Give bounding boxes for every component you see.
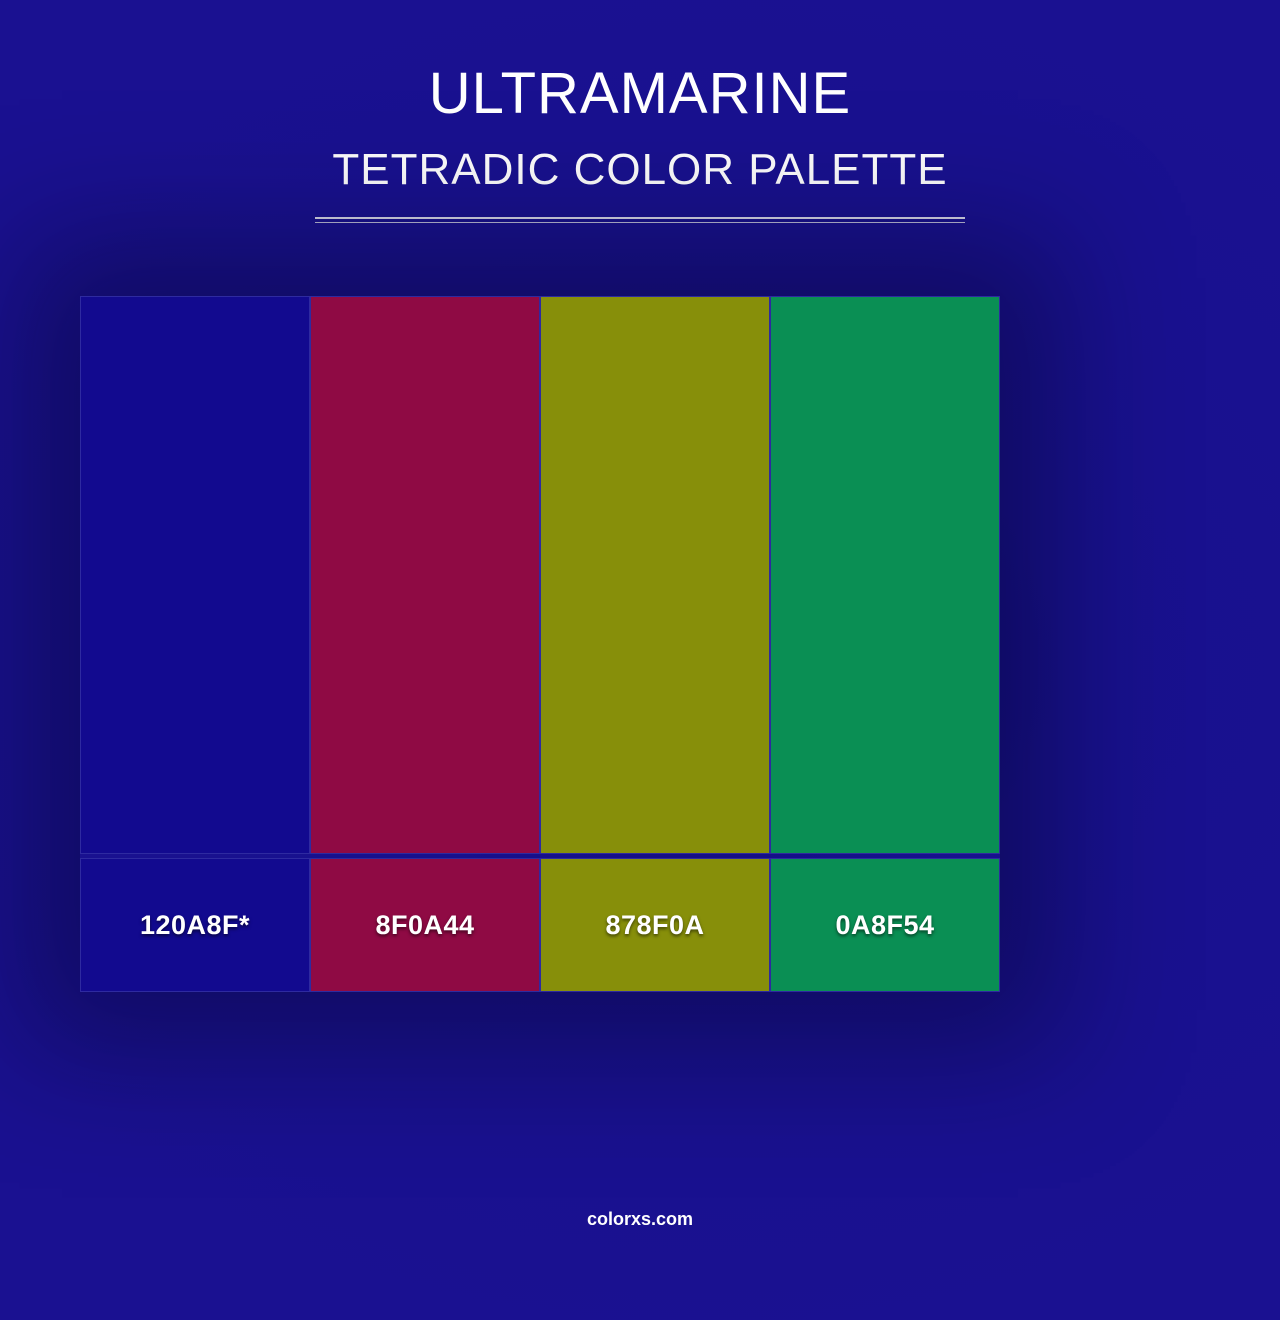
page-subtitle: TETRADIC COLOR PALETTE	[0, 145, 1280, 195]
header: ULTRAMARINE TETRADIC COLOR PALETTE	[0, 0, 1280, 223]
label-cell-1: 8F0A44	[310, 858, 540, 992]
label-row: 120A8F* 8F0A44 878F0A 0A8F54	[80, 858, 1000, 992]
swatch-2	[540, 296, 770, 854]
swatch-row	[80, 296, 1000, 854]
label-cell-0: 120A8F*	[80, 858, 310, 992]
swatch-1	[310, 296, 540, 854]
divider	[315, 217, 965, 223]
divider-line-2	[315, 222, 965, 223]
swatch-label-0: 120A8F*	[140, 910, 250, 941]
swatch-label-3: 0A8F54	[835, 910, 934, 941]
swatch-label-1: 8F0A44	[375, 910, 474, 941]
label-cell-3: 0A8F54	[770, 858, 1000, 992]
color-palette: 120A8F* 8F0A44 878F0A 0A8F54	[80, 296, 1000, 992]
divider-line-1	[315, 217, 965, 219]
swatch-0	[80, 296, 310, 854]
swatch-label-2: 878F0A	[605, 910, 704, 941]
page-title: ULTRAMARINE	[0, 60, 1280, 127]
label-cell-2: 878F0A	[540, 858, 770, 992]
swatch-3	[770, 296, 1000, 854]
footer-credit: colorxs.com	[0, 1209, 1280, 1230]
